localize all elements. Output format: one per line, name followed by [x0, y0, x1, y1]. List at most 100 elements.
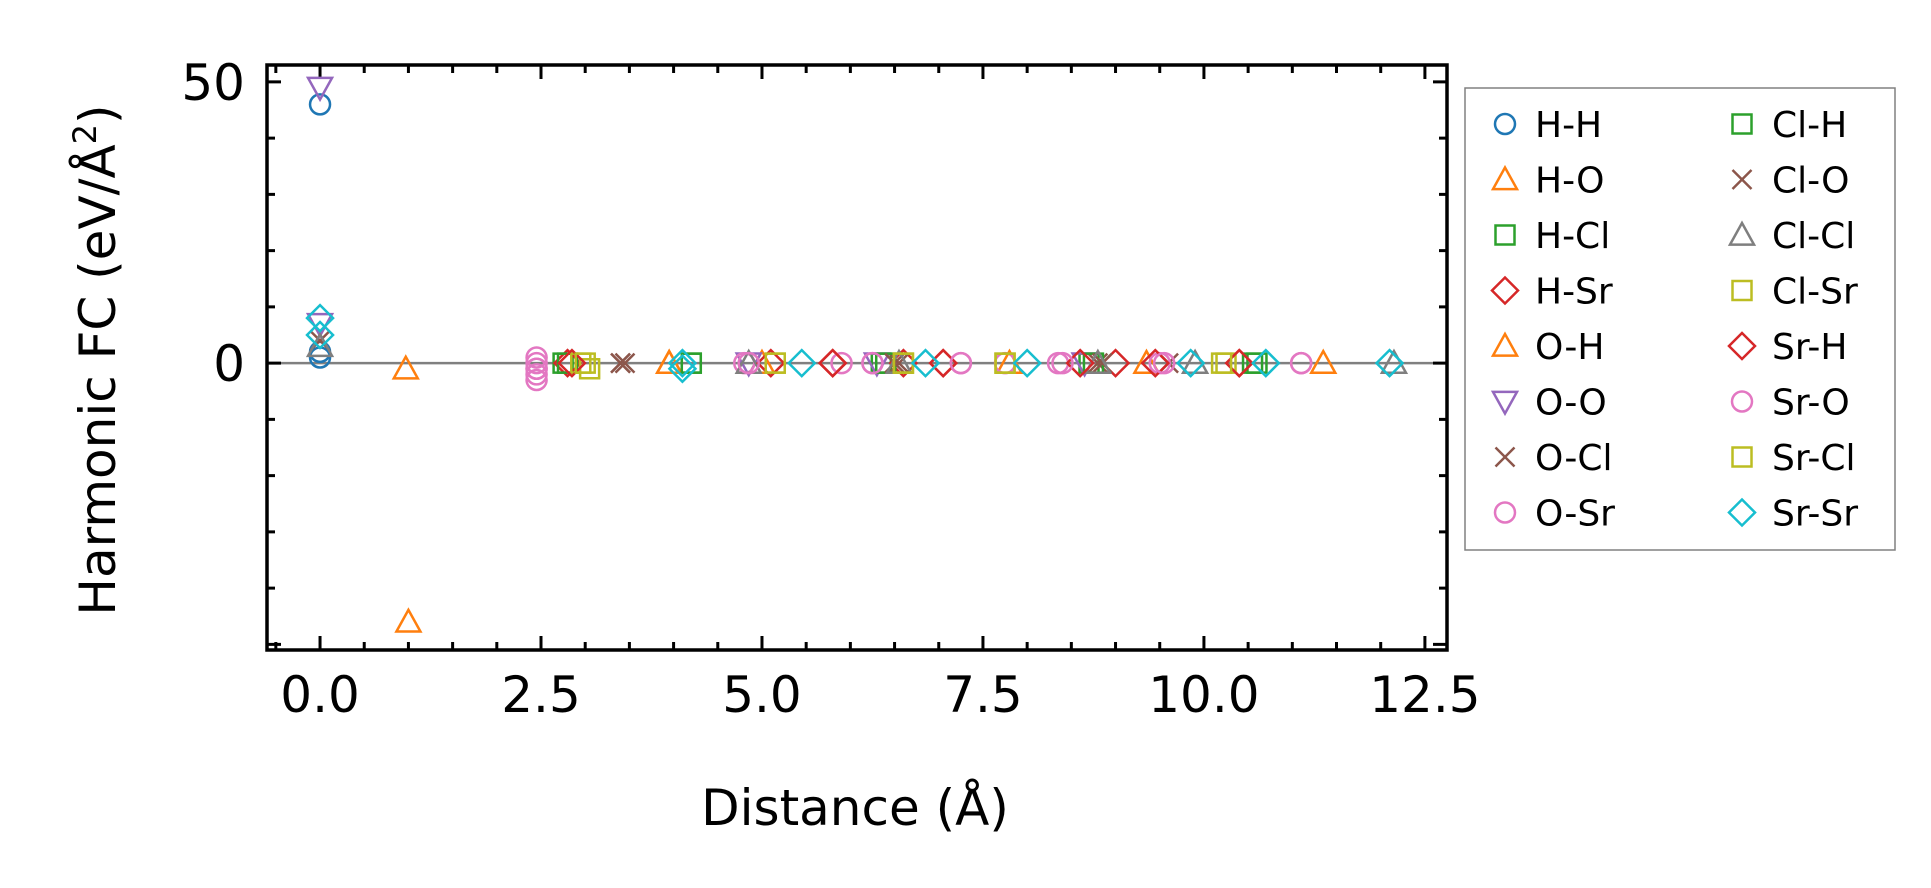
legend-label-h-o: H-O [1535, 161, 1604, 202]
point-sr-sr [1175, 348, 1206, 378]
plot-frame [265, 63, 1449, 652]
point-sr-sr [1012, 348, 1042, 378]
legend-item-sr-o: Sr-O [1730, 383, 1850, 424]
series-sr-o [525, 351, 1313, 380]
point-o-cl-stroke-b [888, 352, 910, 374]
legend-marker-h-o [1490, 164, 1520, 191]
legend-box [1464, 87, 1896, 551]
point-sr-sr [1251, 348, 1281, 378]
series-o-o [305, 76, 1099, 378]
legend-item-o-h: O-H [1490, 327, 1604, 368]
legend-label-cl-cl: Cl-Cl [1772, 216, 1855, 257]
plot-area: 0.0 2.5 5.0 7.5 10.0 12.5 0 50 [181, 54, 1480, 724]
legend-item-cl-cl: Cl-Cl [1727, 216, 1855, 257]
legend-marker-h-sr [1490, 275, 1520, 306]
legend-marker-o-sr [1493, 501, 1517, 524]
point-sr-cl [1210, 352, 1233, 374]
series-sr-sr [305, 303, 1405, 384]
legend-marker-o-cl-stroke-b [1494, 446, 1516, 468]
point-sr-o [525, 357, 548, 380]
point-sr-h [557, 348, 587, 378]
legend-label-sr-cl: Sr-Cl [1772, 438, 1855, 479]
point-o-cl [888, 352, 910, 374]
legend-item-h-o: H-O [1490, 161, 1604, 202]
legend-item-cl-sr: Cl-Sr [1731, 272, 1858, 313]
point-o-cl-stroke-b [614, 352, 636, 374]
point-sr-o [861, 351, 884, 375]
legend-marker-sr-cl [1731, 446, 1753, 468]
legend-item-sr-h: Sr-H [1727, 327, 1847, 368]
point-o-cl [1087, 352, 1109, 374]
series-o-h [394, 348, 1161, 633]
legend-marker-o-o [1490, 390, 1520, 417]
legend-marker-o-cl [1494, 446, 1516, 468]
legend-label-sr-sr: Sr-Sr [1772, 494, 1858, 535]
legend-label-h-sr: H-Sr [1535, 272, 1613, 313]
point-o-sr [525, 351, 548, 375]
x-tick-label: 12.5 [1369, 666, 1480, 724]
legend-label-cl-sr: Cl-Sr [1772, 272, 1858, 313]
point-sr-sr [910, 348, 941, 378]
point-o-sr [830, 351, 853, 375]
legend-marker-cl-sr [1731, 279, 1753, 302]
point-o-sr [525, 363, 548, 386]
point-sr-o [737, 351, 760, 375]
legend-label-h-cl: H-Cl [1535, 216, 1610, 257]
legend-marker-sr-sr [1727, 497, 1757, 528]
legend-label-o-o: O-O [1535, 383, 1607, 424]
point-sr-o [1152, 351, 1176, 375]
legend-label-h-h: H-H [1535, 105, 1602, 146]
legend-marker-h-h [1493, 112, 1517, 136]
legend-marker-cl-h [1731, 113, 1753, 135]
point-h-o [1309, 348, 1338, 374]
y-axis-label-main: Harmonic FC (eV/Å [69, 144, 127, 615]
legend-item-h-cl: H-Cl [1494, 216, 1610, 257]
point-cl-o-stroke-b [610, 352, 631, 374]
point-o-cl [614, 352, 636, 374]
point-h-o [391, 354, 420, 380]
point-sr-sr [667, 353, 698, 384]
series-h-h [308, 93, 332, 369]
point-sr-h [817, 348, 848, 378]
legend-label-sr-h: Sr-H [1772, 327, 1847, 368]
legend-marker-cl-cl [1727, 220, 1757, 246]
point-sr-o [1289, 351, 1313, 375]
legend-label-sr-o: Sr-O [1772, 383, 1850, 424]
legend-item-o-cl: O-Cl [1494, 438, 1612, 479]
point-o-o [305, 76, 335, 103]
point-h-h [308, 93, 332, 116]
point-sr-h [1140, 348, 1171, 378]
point-o-cl-stroke-b [1087, 352, 1109, 374]
point-o-h [1132, 348, 1161, 374]
point-sr-cl [764, 352, 786, 374]
legend-label-cl-h: Cl-H [1772, 105, 1847, 146]
legend: H-H H-O H-Cl H-Sr O-H O-O O-Cl O-Sr Cl-H Cl-O Cl-C… [1464, 87, 1896, 551]
y-axis-label-superscript: 2 [66, 124, 104, 144]
x-tick-label: 7.5 [943, 666, 1023, 724]
point-sr-o [1051, 351, 1074, 375]
y-tick-label: 50 [181, 54, 245, 112]
x-tick-label: 5.0 [722, 666, 802, 724]
legend-marker-sr-h [1727, 331, 1757, 361]
x-tick-label: 0.0 [280, 666, 360, 724]
legend-item-h-h: H-H [1493, 105, 1602, 146]
point-cl-o-stroke-b [1091, 352, 1113, 374]
legend-item-sr-cl: Sr-Cl [1731, 438, 1855, 479]
legend-item-h-sr: H-Sr [1490, 272, 1613, 313]
x-axis-label: Distance (Å) [701, 779, 1009, 837]
legend-label-cl-o: Cl-O [1772, 161, 1849, 202]
x-tick-label: 2.5 [501, 666, 581, 724]
point-sr-cl [574, 352, 596, 374]
point-sr-h [756, 348, 786, 378]
point-sr-sr [1374, 348, 1405, 378]
legend-marker-o-h [1490, 331, 1520, 357]
point-sr-sr [786, 348, 817, 378]
y-tick-label: 0 [213, 335, 245, 393]
legend-label-o-h: O-H [1535, 327, 1604, 368]
legend-item-cl-o: Cl-O [1731, 161, 1849, 202]
point-sr-sr [305, 320, 335, 350]
point-sr-sr [305, 303, 335, 333]
y-axis-label-end: ) [69, 104, 127, 124]
point-sr-o [949, 351, 973, 375]
